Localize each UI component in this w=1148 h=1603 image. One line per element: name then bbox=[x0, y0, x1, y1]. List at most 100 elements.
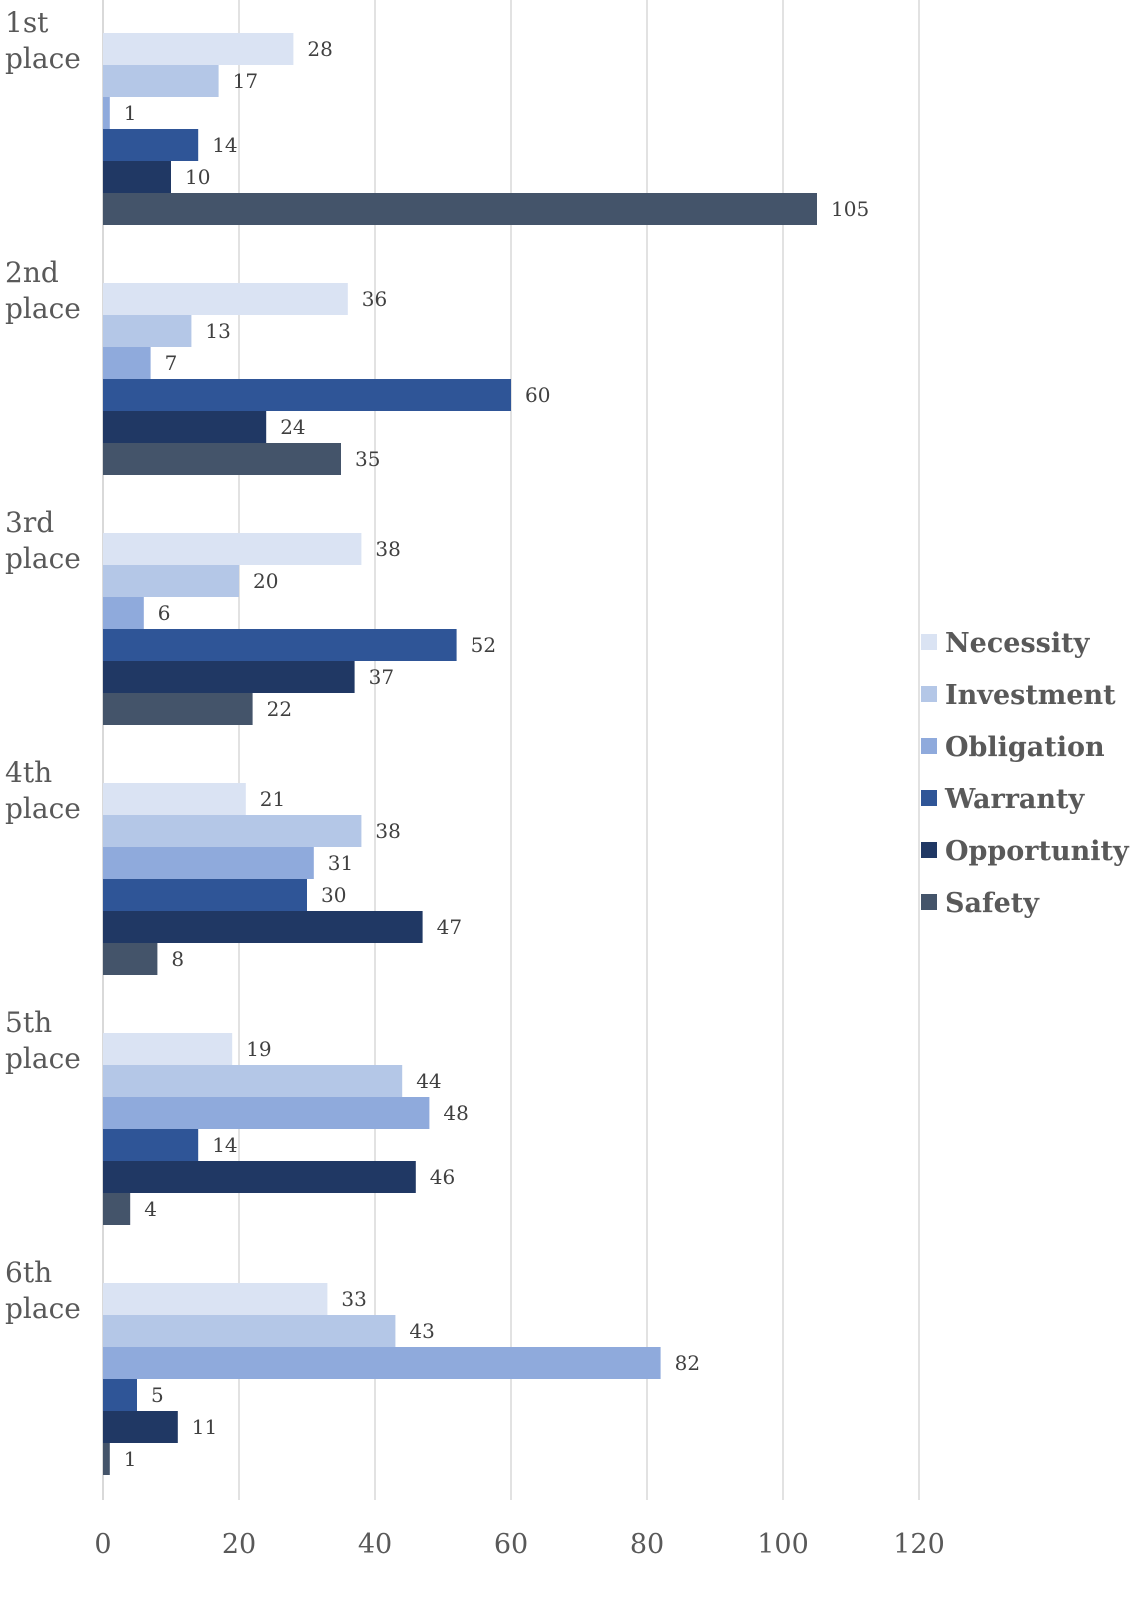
data-label: 14 bbox=[212, 133, 237, 157]
bar-obligation-4 bbox=[103, 847, 314, 879]
x-axis-tick-labels: 0 20 40 60 80 100 120 bbox=[94, 1529, 944, 1560]
bar-safety-1 bbox=[103, 193, 817, 225]
data-label: 36 bbox=[362, 287, 387, 311]
bar-obligation-3 bbox=[103, 597, 144, 629]
data-label: 82 bbox=[675, 1351, 700, 1375]
legend-swatch-obligation bbox=[921, 738, 937, 754]
category-label: 3rd place bbox=[5, 506, 81, 575]
data-label: 33 bbox=[341, 1287, 366, 1311]
legend-swatch-necessity bbox=[921, 634, 937, 650]
bar-warranty-5 bbox=[103, 1129, 199, 1161]
category-label: 5th place bbox=[5, 1006, 81, 1075]
x-tick-label: 120 bbox=[893, 1529, 945, 1560]
legend-label-obligation: Obligation bbox=[945, 732, 1105, 763]
data-label: 38 bbox=[375, 537, 400, 561]
bar-safety-5 bbox=[103, 1193, 131, 1225]
bar-opportunity-5 bbox=[103, 1161, 416, 1193]
bar-opportunity-3 bbox=[103, 661, 355, 693]
data-label: 31 bbox=[328, 851, 353, 875]
data-label: 47 bbox=[437, 915, 462, 939]
bars bbox=[103, 33, 817, 1475]
data-label: 20 bbox=[253, 569, 278, 593]
gridlines bbox=[102, 0, 920, 1500]
legend-label-warranty: Warranty bbox=[944, 784, 1086, 815]
bar-warranty-2 bbox=[103, 379, 511, 411]
data-label: 43 bbox=[409, 1319, 434, 1343]
bar-necessity-6 bbox=[103, 1283, 328, 1315]
bar-warranty-1 bbox=[103, 129, 199, 161]
legend-label-opportunity: Opportunity bbox=[945, 836, 1130, 867]
bar-opportunity-2 bbox=[103, 411, 267, 443]
data-label: 4 bbox=[144, 1197, 157, 1221]
data-label: 11 bbox=[192, 1415, 217, 1439]
data-label: 13 bbox=[205, 319, 230, 343]
data-label: 1 bbox=[124, 1447, 137, 1471]
bar-investment-6 bbox=[103, 1315, 396, 1347]
legend-label-necessity: Necessity bbox=[945, 628, 1091, 659]
bar-safety-4 bbox=[103, 943, 158, 975]
legend-label-investment: Investment bbox=[945, 680, 1116, 711]
bar-obligation-6 bbox=[103, 1347, 661, 1379]
x-tick-label: 0 bbox=[94, 1529, 111, 1560]
data-label: 30 bbox=[321, 883, 346, 907]
bar-warranty-4 bbox=[103, 879, 307, 911]
legend-swatch-warranty bbox=[921, 790, 937, 806]
bar-obligation-5 bbox=[103, 1097, 430, 1129]
data-label: 24 bbox=[280, 415, 305, 439]
bar-necessity-3 bbox=[103, 533, 362, 565]
data-label: 35 bbox=[355, 447, 380, 471]
legend-swatch-safety bbox=[921, 894, 937, 910]
bar-investment-2 bbox=[103, 315, 192, 347]
data-label: 7 bbox=[165, 351, 178, 375]
bar-investment-5 bbox=[103, 1065, 403, 1097]
category-label: 6th place bbox=[5, 1256, 81, 1325]
data-label: 48 bbox=[443, 1101, 468, 1125]
data-label: 105 bbox=[831, 197, 869, 221]
data-label: 6 bbox=[158, 601, 171, 625]
legend-swatch-opportunity bbox=[921, 842, 937, 858]
bar-obligation-1 bbox=[103, 97, 110, 129]
data-label: 14 bbox=[212, 1133, 237, 1157]
data-label: 21 bbox=[260, 787, 285, 811]
legend-swatch-investment bbox=[921, 686, 937, 702]
data-label: 22 bbox=[267, 697, 292, 721]
category-label: 2nd place bbox=[5, 256, 81, 325]
data-label: 28 bbox=[307, 37, 332, 61]
x-tick-label: 100 bbox=[757, 1529, 809, 1560]
bar-opportunity-6 bbox=[103, 1411, 178, 1443]
category-labels: 1st place 2nd place 3rd place 4th place 5th place… bbox=[5, 6, 81, 1325]
bar-necessity-5 bbox=[103, 1033, 233, 1065]
data-label: 5 bbox=[151, 1383, 164, 1407]
bar-opportunity-1 bbox=[103, 161, 171, 193]
bar-opportunity-4 bbox=[103, 911, 423, 943]
data-label: 46 bbox=[430, 1165, 455, 1189]
data-label: 44 bbox=[416, 1069, 441, 1093]
data-labels: 2817114101053613760243538206523722213831… bbox=[124, 37, 869, 1471]
bar-safety-6 bbox=[103, 1443, 110, 1475]
data-label: 1 bbox=[124, 101, 137, 125]
data-label: 17 bbox=[233, 69, 258, 93]
data-label: 60 bbox=[525, 383, 550, 407]
x-tick-label: 40 bbox=[358, 1529, 392, 1560]
bar-warranty-6 bbox=[103, 1379, 137, 1411]
x-tick-label: 60 bbox=[494, 1529, 528, 1560]
legend: Necessity Investment Obligation Warranty Opp… bbox=[921, 628, 1130, 919]
bar-necessity-2 bbox=[103, 283, 348, 315]
bar-obligation-2 bbox=[103, 347, 151, 379]
category-label: 1st place bbox=[5, 6, 81, 75]
bar-necessity-1 bbox=[103, 33, 294, 65]
data-label: 8 bbox=[171, 947, 184, 971]
category-label: 4th place bbox=[5, 756, 81, 825]
x-tick-label: 20 bbox=[222, 1529, 256, 1560]
data-label: 10 bbox=[185, 165, 210, 189]
bar-investment-4 bbox=[103, 815, 362, 847]
legend-label-safety: Safety bbox=[945, 888, 1040, 919]
bar-investment-3 bbox=[103, 565, 239, 597]
data-label: 52 bbox=[471, 633, 496, 657]
x-tick-label: 80 bbox=[630, 1529, 664, 1560]
data-label: 38 bbox=[375, 819, 400, 843]
data-label: 19 bbox=[246, 1037, 271, 1061]
data-label: 37 bbox=[369, 665, 394, 689]
bar-necessity-4 bbox=[103, 783, 246, 815]
